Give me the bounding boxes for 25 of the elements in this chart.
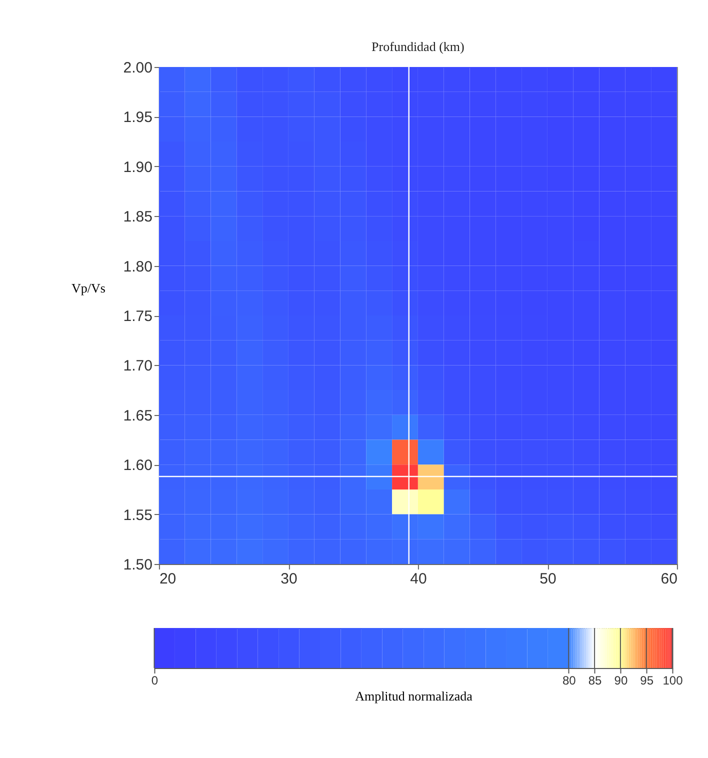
color-bar-label: 90 xyxy=(614,674,628,688)
x-tick-label: 50 xyxy=(540,570,556,588)
x-tick-label: 30 xyxy=(280,570,298,588)
y-tick-label: 1.75 xyxy=(123,308,152,325)
x-tick-label: 60 xyxy=(660,570,678,588)
y-tick-label: 1.95 xyxy=(123,109,152,126)
color-bar-title: Amplitud normalizada xyxy=(355,688,473,704)
y-tick-label: 1.50 xyxy=(123,556,152,574)
color-bar-label: 95 xyxy=(640,674,654,688)
color-bar-label: 0 xyxy=(151,674,158,688)
x-tick-label: 20 xyxy=(159,570,176,588)
color-bar-label: 80 xyxy=(562,674,576,688)
y-tick-label: 1.80 xyxy=(123,258,152,276)
y-tick-label: 1.85 xyxy=(123,208,152,226)
y-tick-label: 1.90 xyxy=(123,158,152,176)
y-tick-label: 1.70 xyxy=(123,358,152,375)
y-tick-label: 1.65 xyxy=(123,407,152,424)
y-tick-label: 1.60 xyxy=(123,457,152,474)
color-bar-label: 85 xyxy=(588,674,602,688)
x-tick-label: 40 xyxy=(410,570,427,588)
y-tick-label: 1.55 xyxy=(123,506,152,524)
y-tick-label: 2.00 xyxy=(123,60,152,76)
x-axis-title: Profundidad (km) xyxy=(372,39,464,54)
y-axis-title: Vp/Vs xyxy=(71,280,106,296)
color-bar-label: 100 xyxy=(662,674,684,688)
